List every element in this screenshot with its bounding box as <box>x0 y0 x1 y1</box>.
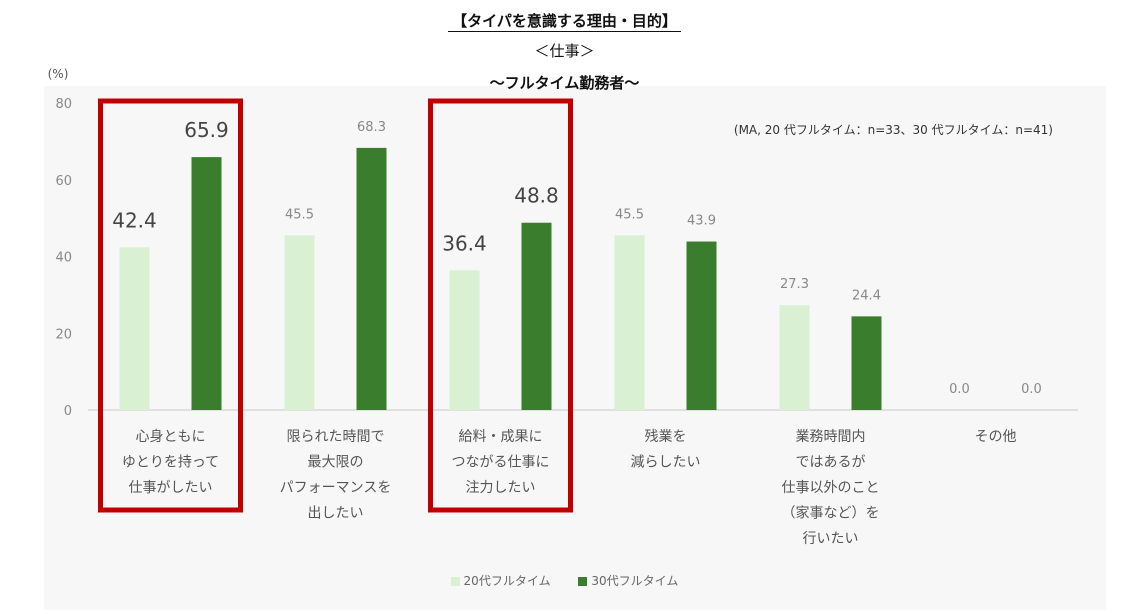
y-tick-label: 0 <box>64 404 72 419</box>
category-label: （家事など）を <box>782 505 880 522</box>
category-label: 仕事がしたい <box>129 480 213 496</box>
sample-note: (MA, 20 代フルタイム：n=33、30 代フルタイム：n=41) <box>734 123 1053 137</box>
chart-subtitle-2: ～フルタイム勤務者～ <box>489 74 640 92</box>
bar-30s <box>191 157 222 410</box>
data-label: 27.3 <box>780 277 809 292</box>
y-tick-label: 80 <box>55 97 72 112</box>
chart-title-text: 【タイパを意識する理由・目的】 <box>448 12 681 32</box>
category-label: ゆとりを持って <box>122 455 219 471</box>
legend-swatch-30s <box>578 577 588 586</box>
category-label: その他 <box>975 429 1017 445</box>
chart-title: 【タイパを意識する理由・目的】 <box>0 10 1129 32</box>
category-label: つながる仕事に <box>452 455 550 471</box>
chart-subtitle-1: ＜仕事＞ <box>534 42 595 60</box>
data-label: 45.5 <box>615 207 644 222</box>
y-unit-label: (%) <box>48 67 69 81</box>
category-label: 仕事以外のこと <box>782 480 880 496</box>
category-label: 給料・成果に <box>459 429 543 445</box>
bar-20s <box>284 235 315 410</box>
highlight-box <box>428 98 573 513</box>
legend: 20代フルタイム 30代フルタイム <box>0 572 1129 589</box>
legend-item-30s: 30代フルタイム <box>578 572 678 589</box>
category-label: 最大限の <box>308 455 364 471</box>
category-label: 業務時間内 <box>796 429 866 445</box>
data-label: 0.0 <box>949 382 970 397</box>
highlight-box <box>98 98 243 513</box>
y-tick-label: 60 <box>55 174 72 189</box>
data-label-large: 48.8 <box>514 184 559 208</box>
category-label: ではあるが <box>796 455 866 471</box>
category-label: 行いたい <box>803 531 859 547</box>
data-label-large: 42.4 <box>112 208 157 232</box>
legend-label-20s: 20代フルタイム <box>463 574 551 588</box>
bar-20s <box>449 270 480 410</box>
category-label: 注力したい <box>466 480 536 496</box>
bar-30s <box>851 316 882 410</box>
data-label-large: 36.4 <box>442 231 487 255</box>
data-label: 68.3 <box>357 120 386 135</box>
data-label: 43.9 <box>687 214 716 229</box>
legend-item-20s: 20代フルタイム <box>450 572 551 589</box>
y-tick-label: 40 <box>55 251 72 266</box>
bar-20s <box>614 235 645 410</box>
bar-30s <box>356 147 387 410</box>
data-label: 24.4 <box>852 288 881 303</box>
legend-label-30s: 30代フルタイム <box>591 574 679 588</box>
bar-30s <box>686 241 717 410</box>
data-label: 45.5 <box>285 207 314 222</box>
category-label: 限られた時間で <box>287 429 385 445</box>
data-label-large: 65.9 <box>184 118 229 142</box>
bar-20s <box>119 247 150 410</box>
bar-30s <box>521 222 552 410</box>
data-label: 0.0 <box>1021 382 1042 397</box>
category-label: 心身ともに <box>136 429 206 445</box>
category-label: パフォーマンスを <box>280 480 392 496</box>
bar-20s <box>779 305 810 410</box>
category-label: 出したい <box>308 506 364 522</box>
y-tick-label: 20 <box>55 327 72 342</box>
legend-swatch-20s <box>450 577 460 586</box>
category-label: 残業を <box>645 429 687 445</box>
category-label: 減らしたい <box>631 454 701 471</box>
